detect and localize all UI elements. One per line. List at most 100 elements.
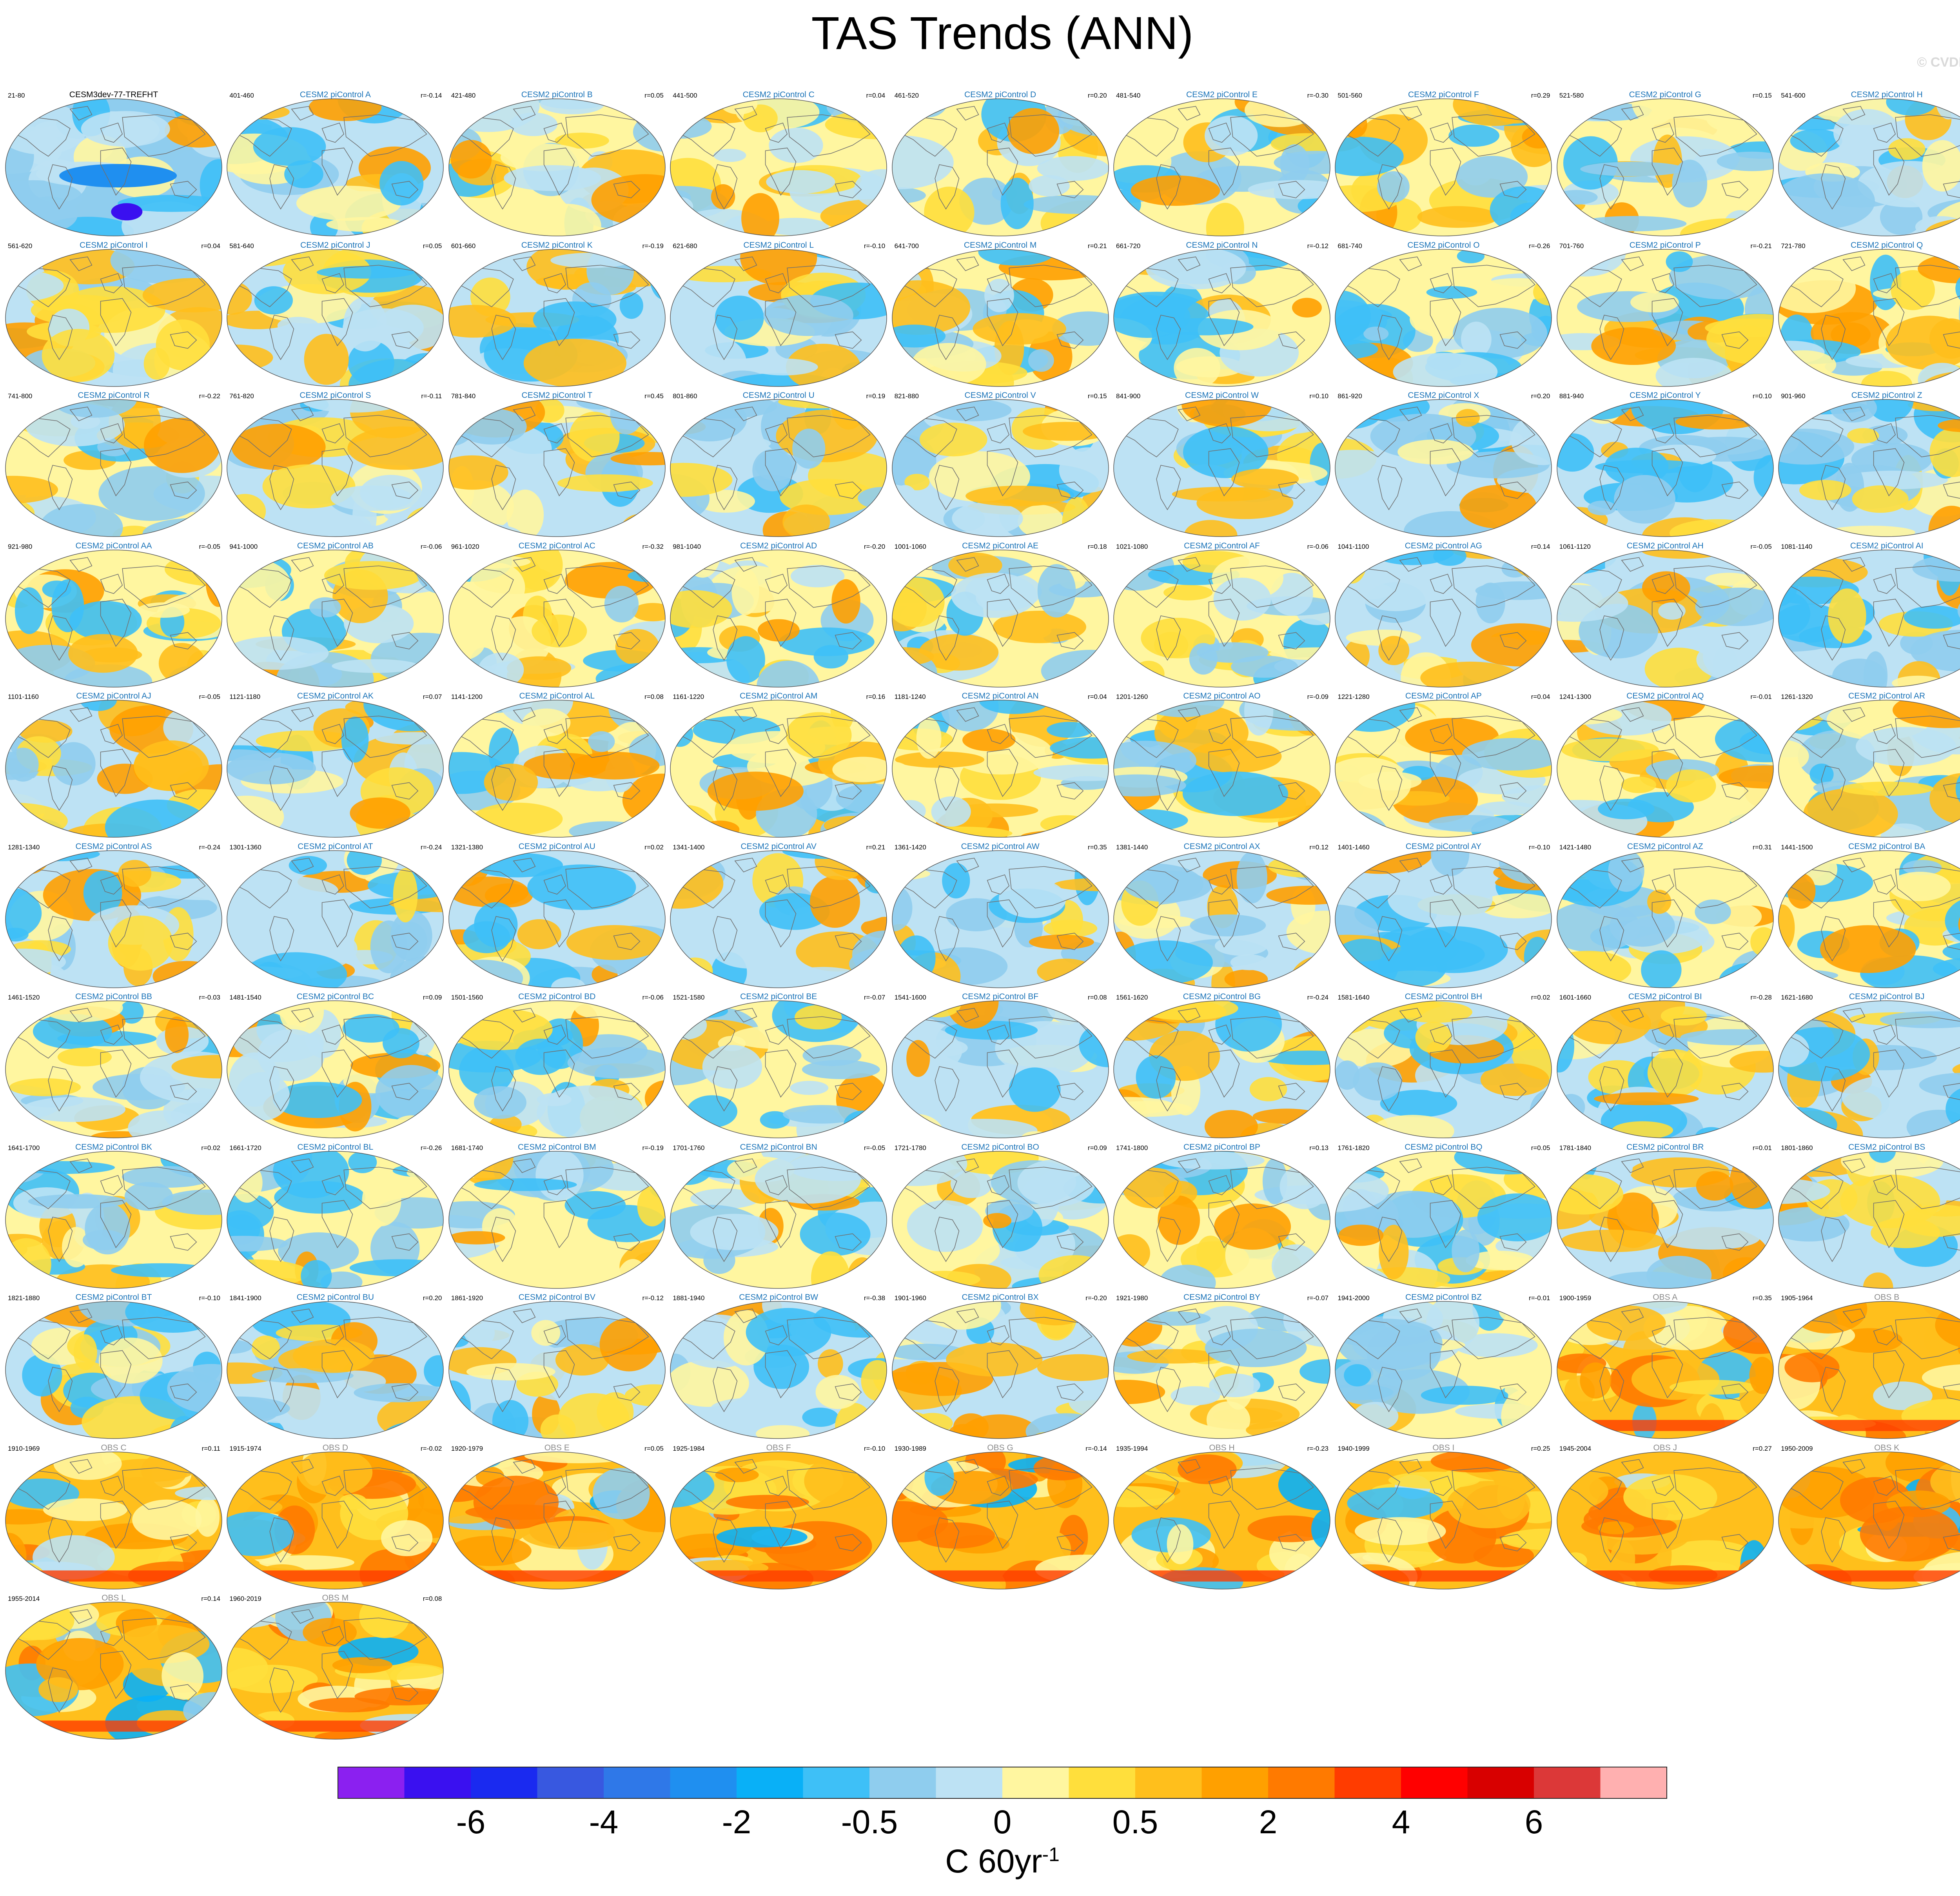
panel-correlation: r=-0.05 bbox=[199, 542, 220, 550]
panel-title: CESM2 piControl J bbox=[300, 240, 370, 250]
trend-contour bbox=[273, 1082, 362, 1118]
global-map bbox=[1557, 1301, 1774, 1439]
global-map bbox=[1113, 249, 1330, 387]
trend-contour bbox=[252, 1335, 280, 1360]
trend-contour bbox=[1903, 860, 1942, 875]
global-map bbox=[1335, 1301, 1552, 1439]
coastline bbox=[956, 406, 979, 421]
coastline bbox=[1873, 724, 1896, 744]
trend-contour bbox=[1347, 582, 1393, 599]
map-panel: 1681-1740 CESM2 piControl BM r=-0.19 bbox=[446, 1143, 668, 1292]
coastline bbox=[100, 1024, 123, 1045]
coastline bbox=[543, 874, 566, 894]
coastline bbox=[734, 857, 757, 873]
panel-correlation: r=0.13 bbox=[1309, 1144, 1328, 1152]
map-panel: 961-1020 CESM2 piControl AC r=-0.32 bbox=[446, 541, 668, 690]
panel-title: CESM2 piControl AR bbox=[1848, 691, 1926, 700]
map-panel: 1321-1380 CESM2 piControl AU r=0.02 bbox=[446, 842, 668, 991]
trend-contour bbox=[1127, 1349, 1220, 1364]
coastline bbox=[1123, 117, 1179, 157]
coastline bbox=[513, 406, 536, 421]
coastline bbox=[48, 916, 73, 962]
panel-title: OBS E bbox=[544, 1443, 570, 1452]
trend-contour bbox=[1046, 722, 1093, 738]
panel-title: CESM2 piControl AV bbox=[740, 842, 817, 851]
coastline bbox=[458, 568, 514, 608]
coastline bbox=[934, 464, 959, 510]
coastline bbox=[1499, 933, 1527, 950]
colorbar-swatch bbox=[1201, 1767, 1269, 1798]
trend-contour bbox=[68, 634, 138, 673]
coastline bbox=[69, 857, 93, 873]
trend-contour bbox=[347, 426, 444, 470]
coastline bbox=[1156, 314, 1181, 360]
coastline bbox=[122, 866, 206, 909]
trend-contour bbox=[1206, 1401, 1250, 1439]
coastline bbox=[1208, 599, 1240, 647]
map-border bbox=[448, 249, 666, 387]
coastline bbox=[100, 1175, 123, 1195]
coastline bbox=[1056, 1083, 1084, 1100]
global-map bbox=[1113, 1301, 1330, 1439]
coastline bbox=[902, 417, 957, 457]
trend-contour bbox=[354, 1383, 444, 1402]
panel-correlation: r=0.11 bbox=[201, 1444, 220, 1452]
trend-contour bbox=[802, 1045, 862, 1066]
trend-contour bbox=[175, 1486, 222, 1500]
panel-period: 1081-1140 bbox=[1781, 542, 1813, 550]
panel-period: 1341-1400 bbox=[673, 843, 705, 851]
map-border bbox=[1778, 549, 1960, 688]
coastline bbox=[1452, 265, 1536, 307]
coastline bbox=[48, 164, 73, 210]
coastline bbox=[1895, 415, 1960, 457]
panel-title: CESM2 piControl S bbox=[299, 391, 371, 400]
panel-title: CESM2 piControl M bbox=[964, 240, 1037, 250]
coastline bbox=[237, 1169, 292, 1209]
coastline bbox=[765, 1024, 788, 1045]
coastline bbox=[1278, 632, 1305, 650]
trend-contour bbox=[1779, 739, 1809, 773]
global-map bbox=[448, 700, 666, 838]
trend-contour bbox=[1206, 203, 1244, 236]
global-map bbox=[670, 1301, 887, 1439]
coastline bbox=[170, 1233, 197, 1251]
coastline bbox=[1430, 573, 1453, 594]
coastline bbox=[1178, 256, 1201, 271]
trend-contour bbox=[1393, 352, 1498, 386]
panel-title: CESM2 piControl AL bbox=[519, 691, 595, 700]
coastline bbox=[1345, 267, 1401, 307]
coastline bbox=[1873, 1325, 1896, 1346]
map-border bbox=[1557, 549, 1774, 688]
panel-period: 1881-1940 bbox=[673, 1294, 705, 1302]
coastline bbox=[1873, 273, 1896, 293]
panel-period: 861-920 bbox=[1338, 392, 1362, 400]
trend-contour bbox=[1597, 1521, 1634, 1534]
map-border bbox=[670, 549, 887, 688]
coastline bbox=[1399, 106, 1422, 121]
panel-title: CESM2 piControl BK bbox=[75, 1142, 152, 1152]
trend-contour bbox=[690, 1214, 779, 1250]
coastline bbox=[1499, 331, 1527, 349]
trend-contour bbox=[522, 708, 571, 737]
coastline bbox=[1377, 916, 1403, 962]
trend-contour bbox=[69, 601, 142, 640]
trend-contour bbox=[279, 1001, 324, 1036]
trend-contour bbox=[469, 562, 525, 612]
coastline bbox=[1377, 164, 1403, 210]
panel-period: 1381-1440 bbox=[1116, 843, 1148, 851]
trend-contour bbox=[108, 915, 173, 971]
panel-title: CESM2 piControl BH bbox=[1405, 992, 1482, 1001]
coastline bbox=[1452, 1167, 1536, 1209]
coastline bbox=[956, 857, 979, 873]
trend-contour bbox=[42, 328, 115, 382]
panel-period: 521-580 bbox=[1559, 92, 1584, 99]
coastline bbox=[237, 1620, 292, 1660]
coastline bbox=[1345, 568, 1401, 608]
coastline bbox=[765, 147, 797, 196]
panel-correlation: r=0.20 bbox=[1531, 392, 1550, 400]
